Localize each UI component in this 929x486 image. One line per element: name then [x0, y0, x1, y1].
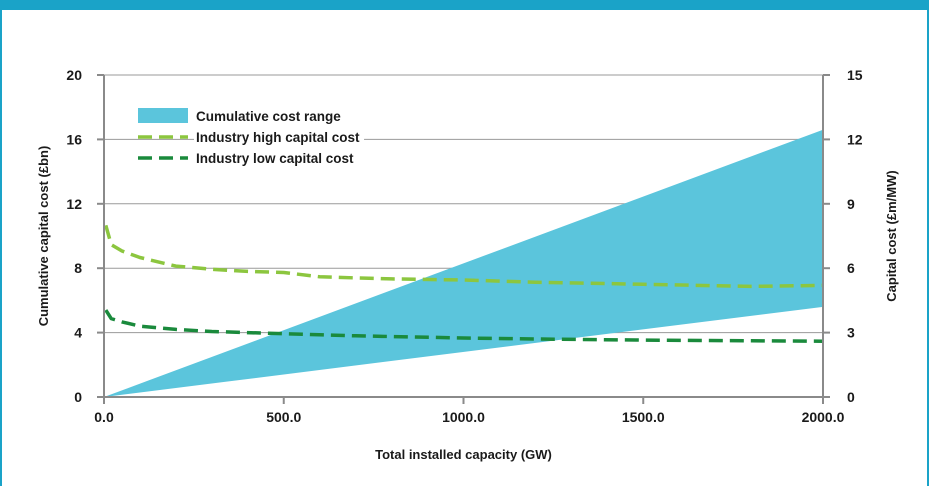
plot-area [104, 129, 824, 398]
axes: 0 4 8 12 16 20 0 3 6 9 12 15 0.0 500.0 1000.0 1500.0 200… [66, 67, 862, 425]
y-right-tick-label: 6 [847, 260, 855, 276]
y-left-tick-label: 12 [66, 196, 82, 212]
legend: Cumulative cost range Industry high capit… [138, 106, 365, 166]
y-left-axis-title: Cumulative capital cost (£bn) [36, 146, 51, 327]
y-left-tick-label: 16 [66, 131, 82, 147]
legend-label-bg [194, 148, 359, 166]
x-tick-label: 0.0 [94, 409, 114, 425]
x-tick-label: 2000.0 [802, 409, 845, 425]
x-axis-title: Total installed capacity (GW) [375, 447, 552, 462]
x-tick-label: 1500.0 [622, 409, 665, 425]
x-tick-label: 500.0 [266, 409, 301, 425]
series-line-industry-high [104, 224, 824, 289]
legend-label: Industry low capital cost [196, 151, 354, 166]
y-right-tick-label: 0 [847, 389, 855, 405]
legend-label: Cumulative cost range [196, 109, 341, 124]
y-left-tick-label: 20 [66, 67, 82, 83]
y-right-tick-label: 15 [847, 67, 863, 83]
y-left-tick-label: 8 [74, 260, 82, 276]
series-line-industry-low [104, 309, 824, 343]
legend-label: Industry high capital cost [196, 130, 360, 145]
legend-swatch-range [138, 108, 188, 123]
header-bar [0, 0, 929, 10]
y-right-tick-label: 3 [847, 325, 855, 341]
x-tick-label: 1000.0 [442, 409, 485, 425]
y-right-axis-title: Capital cost (£m/MW) [884, 170, 899, 301]
legend-label-bg [194, 127, 365, 145]
y-left-tick-label: 0 [74, 389, 82, 405]
legend-label-bg [194, 106, 346, 124]
series-area-cumulative-cost-range [104, 129, 823, 398]
y-right-tick-label: 9 [847, 196, 855, 212]
y-left-tick-label: 4 [74, 325, 82, 341]
y-right-tick-label: 12 [847, 131, 863, 147]
